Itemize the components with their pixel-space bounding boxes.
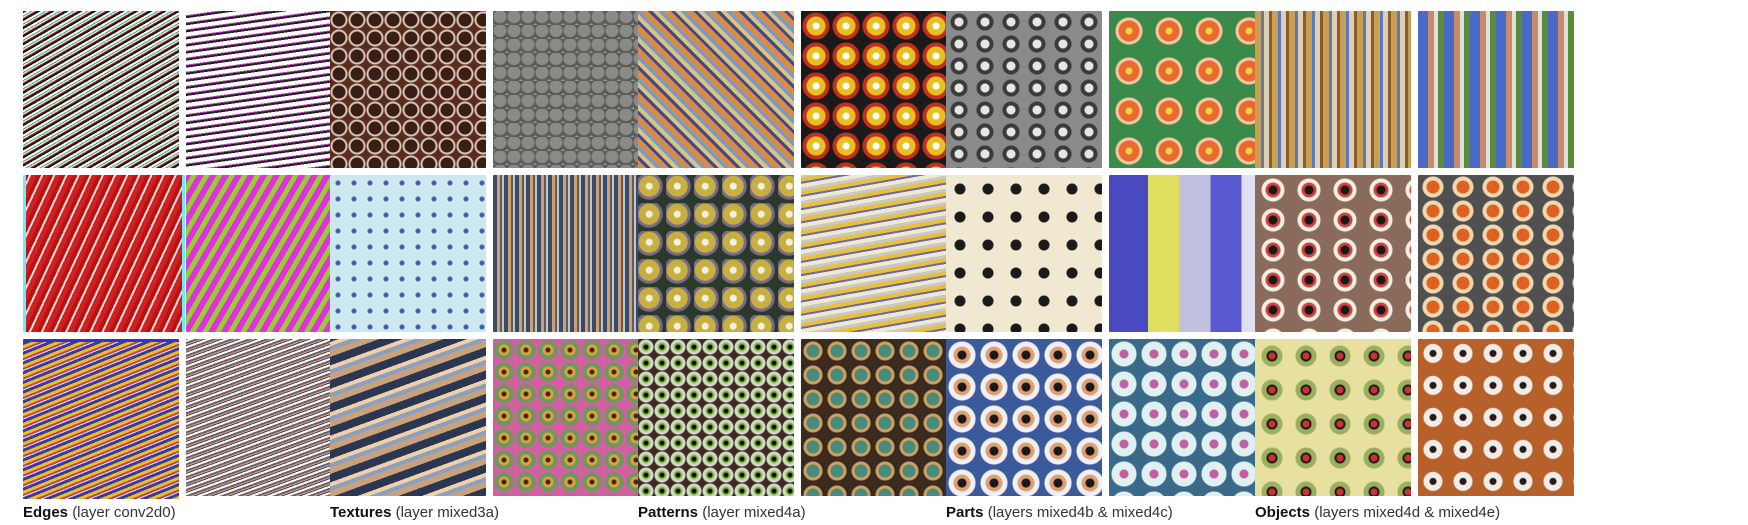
caption-parts: Parts (layers mixed4b & mixed4c) xyxy=(946,504,1173,522)
feature-image xyxy=(638,339,794,496)
feature-image xyxy=(186,339,342,496)
feature-image xyxy=(186,175,342,332)
feature-image xyxy=(493,339,649,496)
feature-image xyxy=(801,339,957,496)
feature-image xyxy=(23,11,179,168)
feature-image xyxy=(1255,175,1411,332)
feature-image xyxy=(1418,175,1574,332)
feature-image xyxy=(638,11,794,168)
group-textures: Textures (layer mixed3a) xyxy=(330,11,650,521)
feature-image xyxy=(1418,11,1574,168)
group-parts: Parts (layers mixed4b & mixed4c) xyxy=(946,11,1266,521)
image-grid-objects xyxy=(1255,11,1575,496)
feature-image xyxy=(23,339,179,499)
image-grid-textures xyxy=(330,11,650,496)
caption-title: Edges xyxy=(23,504,69,521)
image-grid-patterns xyxy=(638,11,958,496)
caption-textures: Textures (layer mixed3a) xyxy=(330,504,499,522)
feature-image xyxy=(801,175,957,332)
feature-image xyxy=(1109,339,1265,496)
group-objects: Objects (layers mixed4d & mixed4e) xyxy=(1255,11,1575,521)
feature-image xyxy=(493,11,649,168)
caption-patterns: Patterns (layer mixed4a) xyxy=(638,504,806,522)
caption-subtitle: (layer mixed3a) xyxy=(395,504,499,521)
feature-image xyxy=(946,339,1102,496)
feature-image xyxy=(23,175,185,332)
feature-image xyxy=(638,175,794,332)
caption-title: Parts xyxy=(946,504,984,521)
caption-subtitle: (layer conv2d0) xyxy=(72,504,176,521)
feature-image xyxy=(1418,339,1574,496)
feature-image xyxy=(1109,11,1265,168)
feature-image xyxy=(186,11,342,168)
feature-image xyxy=(1109,175,1265,332)
caption-title: Textures xyxy=(330,504,392,521)
feature-image xyxy=(1255,11,1411,168)
feature-image xyxy=(330,11,486,168)
feature-image xyxy=(1255,339,1411,496)
image-grid-parts xyxy=(946,11,1266,496)
group-edges: Edges (layer conv2d0) xyxy=(23,11,343,521)
caption-title: Patterns xyxy=(638,504,699,521)
caption-title: Objects xyxy=(1255,504,1311,521)
caption-edges: Edges (layer conv2d0) xyxy=(23,504,176,522)
group-patterns: Patterns (layer mixed4a) xyxy=(638,11,958,521)
image-grid-edges xyxy=(23,11,343,499)
caption-subtitle: (layers mixed4d & mixed4e) xyxy=(1314,504,1501,521)
caption-objects: Objects (layers mixed4d & mixed4e) xyxy=(1255,504,1500,522)
feature-image xyxy=(801,11,957,168)
caption-subtitle: (layer mixed4a) xyxy=(702,504,806,521)
feature-image xyxy=(946,175,1102,332)
caption-subtitle: (layers mixed4b & mixed4c) xyxy=(987,504,1173,521)
feature-image xyxy=(946,11,1102,168)
feature-image xyxy=(330,339,486,496)
feature-image xyxy=(330,175,486,332)
feature-image xyxy=(493,175,649,332)
